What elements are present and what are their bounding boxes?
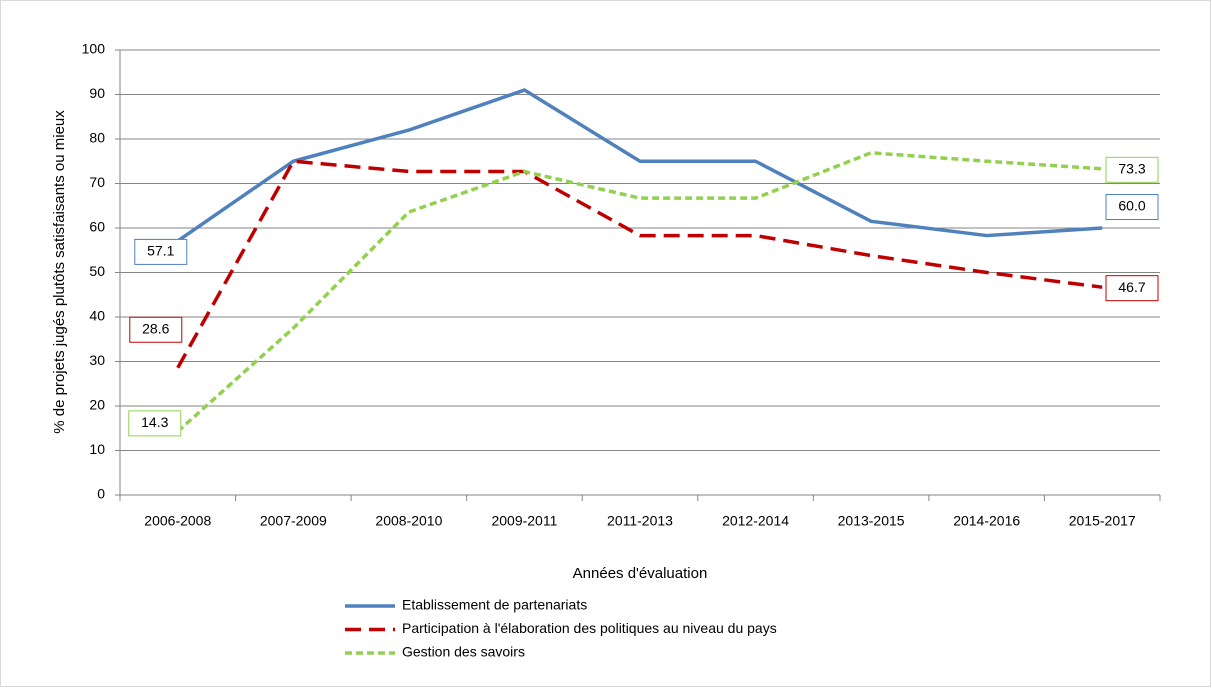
data-label: 73.3 xyxy=(1118,161,1145,177)
x-tick-label: 2014-2016 xyxy=(953,513,1020,529)
series-line xyxy=(176,88,1103,243)
y-tick-label: 50 xyxy=(89,263,105,279)
y-tick-label: 60 xyxy=(89,219,105,235)
series-line xyxy=(176,159,1103,369)
x-tick-label: 2007-2009 xyxy=(260,513,327,529)
y-tick-label: 30 xyxy=(89,352,105,368)
y-tick-label: 10 xyxy=(89,441,105,457)
x-tick-label: 2008-2010 xyxy=(375,513,442,529)
legend-label: Gestion des savoirs xyxy=(402,644,525,660)
x-tick-label: 2012-2014 xyxy=(722,513,789,529)
x-tick-label: 2009-2011 xyxy=(491,513,557,529)
data-label-box xyxy=(1105,275,1159,302)
y-tick-label: 100 xyxy=(82,41,106,57)
x-tick-label: 2013-2015 xyxy=(838,513,905,529)
series-line xyxy=(176,151,1103,433)
data-label: 14.3 xyxy=(141,414,168,430)
legend-label: Etablissement de partenariats xyxy=(402,597,587,613)
data-label: 46.7 xyxy=(1118,279,1145,295)
data-label-box xyxy=(129,316,183,343)
data-label-box xyxy=(1105,156,1159,183)
data-label: 60.0 xyxy=(1118,198,1145,214)
y-tick-label: 0 xyxy=(97,486,105,502)
data-label: 57.1 xyxy=(147,243,174,259)
data-label-box xyxy=(128,410,182,437)
y-tick-label: 40 xyxy=(89,308,105,324)
x-tick-label: 2011-2013 xyxy=(607,513,673,529)
y-tick-label: 80 xyxy=(89,130,105,146)
y-tick-label: 70 xyxy=(89,174,105,190)
y-axis-title: % de projets jugés plutôts satisfaisants… xyxy=(51,110,68,434)
data-label-box xyxy=(134,238,188,265)
y-tick-label: 90 xyxy=(89,85,105,101)
x-axis-title: Années d'évaluation xyxy=(573,565,708,582)
data-label: 28.6 xyxy=(142,320,169,336)
x-tick-label: 2015-2017 xyxy=(1069,513,1136,529)
data-label-box xyxy=(1105,194,1159,220)
x-tick-label: 2006-2008 xyxy=(144,513,211,529)
legend-label: Participation à l'élaboration des politi… xyxy=(402,620,777,636)
y-tick-label: 20 xyxy=(89,397,105,413)
